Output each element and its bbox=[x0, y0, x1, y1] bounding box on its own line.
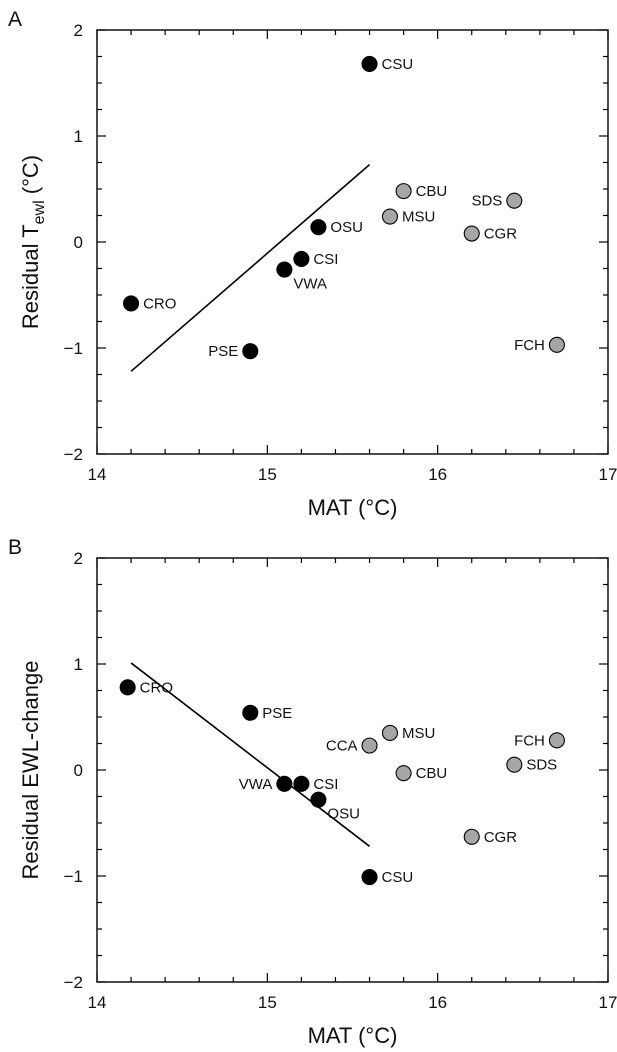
point-fch bbox=[548, 336, 565, 353]
point-label-cgr: CGR bbox=[484, 226, 518, 243]
point-fch bbox=[548, 732, 565, 749]
point-cgr bbox=[463, 828, 480, 845]
y-tick-label: −1 bbox=[64, 339, 83, 358]
point-label-cro: CRO bbox=[143, 295, 176, 312]
x-tick-label: 14 bbox=[88, 993, 107, 1012]
point-vwa bbox=[276, 775, 293, 792]
x-axis-title: MAT (°C) bbox=[308, 495, 398, 520]
y-tick-label: 2 bbox=[74, 549, 83, 568]
point-label-msu: MSU bbox=[402, 725, 435, 742]
point-csu bbox=[361, 869, 378, 886]
point-label-msu: MSU bbox=[402, 209, 435, 226]
regression-line bbox=[130, 662, 371, 847]
x-tick-label: 14 bbox=[88, 465, 107, 484]
point-sds bbox=[506, 756, 523, 773]
point-label-vwa: VWA bbox=[293, 276, 327, 293]
y-axis-title: Residual EWL-change bbox=[18, 661, 43, 880]
point-label-osu: OSU bbox=[327, 806, 360, 823]
point-label-osu: OSU bbox=[330, 219, 363, 236]
y-tick-label: −2 bbox=[64, 445, 83, 464]
x-tick-label: 17 bbox=[599, 993, 617, 1012]
point-label-fch: FCH bbox=[514, 732, 545, 749]
x-tick-label: 15 bbox=[258, 993, 277, 1012]
point-cbu bbox=[395, 183, 412, 200]
point-label-vwa: VWA bbox=[239, 776, 273, 793]
point-label-cca: CCA bbox=[326, 738, 358, 755]
point-pse bbox=[242, 704, 259, 721]
point-msu bbox=[381, 208, 399, 225]
panel-b: B 14 15 16 17 2 1 0 −1 −2 MAT (°C) Residual EWL-cha… bbox=[8, 536, 617, 1048]
y-tick-label: 1 bbox=[74, 655, 83, 674]
point-cgr bbox=[463, 225, 480, 242]
point-cbu bbox=[395, 765, 412, 782]
y-tick-label: 2 bbox=[74, 21, 83, 40]
point-sds bbox=[506, 192, 523, 209]
point-msu bbox=[381, 724, 399, 741]
y-tick-label: −2 bbox=[64, 973, 83, 992]
point-cca bbox=[361, 737, 378, 754]
point-label-pse: PSE bbox=[208, 343, 238, 360]
point-label-fch: FCH bbox=[514, 337, 545, 354]
y-tick-label: −1 bbox=[64, 867, 83, 886]
y-tick-label: 0 bbox=[74, 233, 83, 252]
point-csi bbox=[293, 250, 310, 268]
point-label-cro: CRO bbox=[140, 679, 173, 696]
x-tick-label: 17 bbox=[599, 465, 617, 484]
point-label-sds: SDS bbox=[526, 757, 557, 774]
regression-line bbox=[130, 164, 371, 372]
point-label-csi: CSI bbox=[313, 776, 338, 793]
panel-letter: B bbox=[8, 536, 22, 559]
point-csu bbox=[361, 55, 378, 72]
point-cro bbox=[123, 295, 140, 312]
y-tick-label: 0 bbox=[74, 761, 83, 780]
point-cro bbox=[119, 679, 136, 696]
point-label-cbu: CBU bbox=[416, 765, 448, 782]
x-tick-label: 16 bbox=[428, 993, 447, 1012]
point-vwa bbox=[276, 261, 293, 278]
panel-letter: A bbox=[8, 8, 22, 31]
point-pse bbox=[242, 343, 259, 360]
x-tick-label: 15 bbox=[258, 465, 277, 484]
plot-frame bbox=[96, 29, 609, 455]
point-csi bbox=[293, 775, 310, 792]
x-axis-title: MAT (°C) bbox=[308, 1023, 398, 1048]
point-label-cgr: CGR bbox=[484, 829, 518, 846]
point-label-cbu: CBU bbox=[416, 183, 448, 200]
point-osu bbox=[310, 791, 327, 808]
point-osu bbox=[310, 219, 327, 236]
point-label-pse: PSE bbox=[262, 705, 292, 722]
point-label-csu: CSU bbox=[382, 56, 414, 73]
x-tick-label: 16 bbox=[428, 465, 447, 484]
point-label-csi: CSI bbox=[313, 251, 338, 268]
y-axis-title: Residual Tewl (°C) bbox=[18, 155, 48, 329]
panel-a: A 14 15 16 17 2 1 0 −1 −2 MAT (°C) Residual Tewl (°… bbox=[8, 8, 617, 520]
point-label-csu: CSU bbox=[382, 869, 414, 886]
y-tick-label: 1 bbox=[74, 127, 83, 146]
point-label-sds: SDS bbox=[471, 193, 502, 210]
